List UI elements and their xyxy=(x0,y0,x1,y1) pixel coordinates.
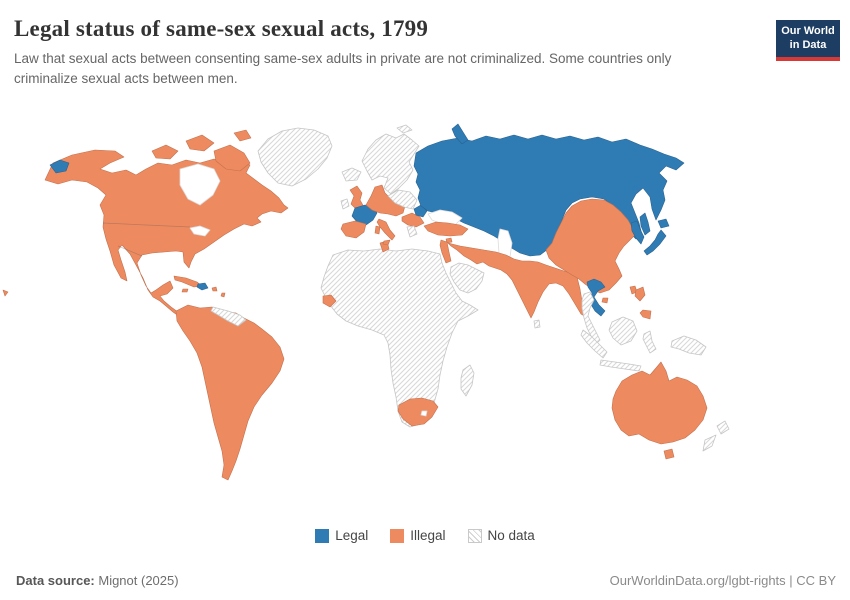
region-australia[interactable] xyxy=(611,361,708,445)
region-lesotho xyxy=(420,410,428,417)
region-baffin-island[interactable] xyxy=(213,144,251,172)
region-sierra-leone[interactable] xyxy=(322,294,337,308)
region-japan-honshu[interactable] xyxy=(643,229,667,256)
region-chukotka-west[interactable] xyxy=(49,159,70,174)
region-turkey[interactable] xyxy=(423,221,469,237)
region-africa[interactable] xyxy=(320,248,479,428)
region-java[interactable] xyxy=(599,359,642,372)
region-levant[interactable] xyxy=(439,239,452,264)
region-arctic-island-2[interactable] xyxy=(185,134,215,152)
region-jamaica[interactable] xyxy=(181,288,189,293)
page-title: Legal status of same-sex sexual acts, 17… xyxy=(14,16,429,41)
region-balkans[interactable] xyxy=(401,212,425,228)
data-source-value: Mignot (2025) xyxy=(94,573,179,588)
region-south-africa[interactable] xyxy=(397,397,439,427)
region-svalbard[interactable] xyxy=(396,124,413,134)
region-guianas[interactable] xyxy=(210,306,247,327)
legend-item-legal[interactable]: Legal xyxy=(315,528,368,543)
region-borneo[interactable] xyxy=(608,316,638,346)
region-south-america[interactable] xyxy=(175,304,285,481)
region-iceland[interactable] xyxy=(341,167,362,182)
region-russia[interactable] xyxy=(413,134,685,257)
region-sakhalin[interactable] xyxy=(639,212,651,236)
region-philippines-luzon[interactable] xyxy=(634,286,646,302)
region-tasmania[interactable] xyxy=(663,448,675,460)
region-sicily[interactable] xyxy=(382,239,391,246)
legend-item-illegal[interactable]: Illegal xyxy=(390,528,446,543)
region-scandinavia[interactable] xyxy=(361,133,420,195)
legend-label-illegal: Illegal xyxy=(410,528,446,543)
region-korea[interactable] xyxy=(630,220,645,245)
region-puerto-rico[interactable] xyxy=(211,286,218,292)
footer-link[interactable]: OurWorldinData.org/lgbt-rights | CC BY xyxy=(609,573,836,588)
region-black-sea xyxy=(427,209,463,226)
world-map xyxy=(0,112,850,524)
region-lesser-antilles[interactable] xyxy=(220,292,226,298)
region-ireland[interactable] xyxy=(340,198,350,210)
region-hudson-bay xyxy=(179,163,221,206)
region-iberia[interactable] xyxy=(340,220,367,239)
owid-logo-line2: in Data xyxy=(789,38,827,51)
page-subtitle: Law that sexual acts between consenting … xyxy=(14,51,672,87)
map-legend: Legal Illegal No data xyxy=(0,528,850,543)
region-poland-baltic[interactable] xyxy=(387,189,418,210)
region-persia-india-burma[interactable] xyxy=(447,242,587,319)
region-greenland[interactable] xyxy=(257,127,333,187)
owid-logo[interactable]: Our World in Data xyxy=(776,20,840,61)
region-sumatra[interactable] xyxy=(580,329,608,359)
region-philippines-mindanao[interactable] xyxy=(639,309,652,320)
region-arctic-island-1[interactable] xyxy=(151,144,179,160)
region-us-canada-border xyxy=(102,222,191,228)
region-new-zealand-south[interactable] xyxy=(702,434,717,452)
owid-logo-line1: Our World xyxy=(781,25,835,37)
region-sri-lanka[interactable] xyxy=(533,319,541,329)
region-madagascar[interactable] xyxy=(460,364,475,397)
legend-item-no-data[interactable]: No data xyxy=(467,528,535,543)
region-novaya-zemlya[interactable] xyxy=(451,123,469,145)
region-china-mongolia[interactable] xyxy=(545,198,637,294)
legend-swatch-legal xyxy=(315,528,330,543)
region-greece[interactable] xyxy=(406,225,418,238)
region-us-mexico-border xyxy=(117,245,143,257)
map-regions-layer xyxy=(2,123,730,481)
region-new-zealand-north[interactable] xyxy=(716,420,730,435)
legend-swatch-no-data xyxy=(467,528,482,543)
chart-footer: Data source: Mignot (2025) OurWorldinDat… xyxy=(16,573,836,588)
legend-swatch-illegal xyxy=(390,528,405,543)
region-sulawesi[interactable] xyxy=(642,330,657,354)
region-north-america[interactable] xyxy=(44,149,289,321)
region-arctic-island-3[interactable] xyxy=(233,129,252,142)
region-hawaii[interactable] xyxy=(2,289,9,297)
legend-label-no-data: No data xyxy=(487,528,535,543)
legend-label-legal: Legal xyxy=(335,528,369,543)
region-sardinia[interactable] xyxy=(374,225,381,235)
region-italy[interactable] xyxy=(376,218,396,241)
region-great-lakes xyxy=(189,225,211,237)
region-hainan[interactable] xyxy=(601,297,609,304)
world-map-svg[interactable] xyxy=(0,112,850,524)
region-haiti[interactable] xyxy=(196,282,209,291)
chart-header: Legal status of same-sex sexual acts, 17… xyxy=(0,0,850,112)
region-arabia[interactable] xyxy=(449,262,485,294)
data-source-label: Data source: xyxy=(16,573,95,588)
region-new-guinea[interactable] xyxy=(670,335,707,356)
data-source: Data source: Mignot (2025) xyxy=(16,573,179,588)
region-thailand-malaya[interactable] xyxy=(581,291,601,345)
region-japan-hokkaido[interactable] xyxy=(657,218,670,229)
